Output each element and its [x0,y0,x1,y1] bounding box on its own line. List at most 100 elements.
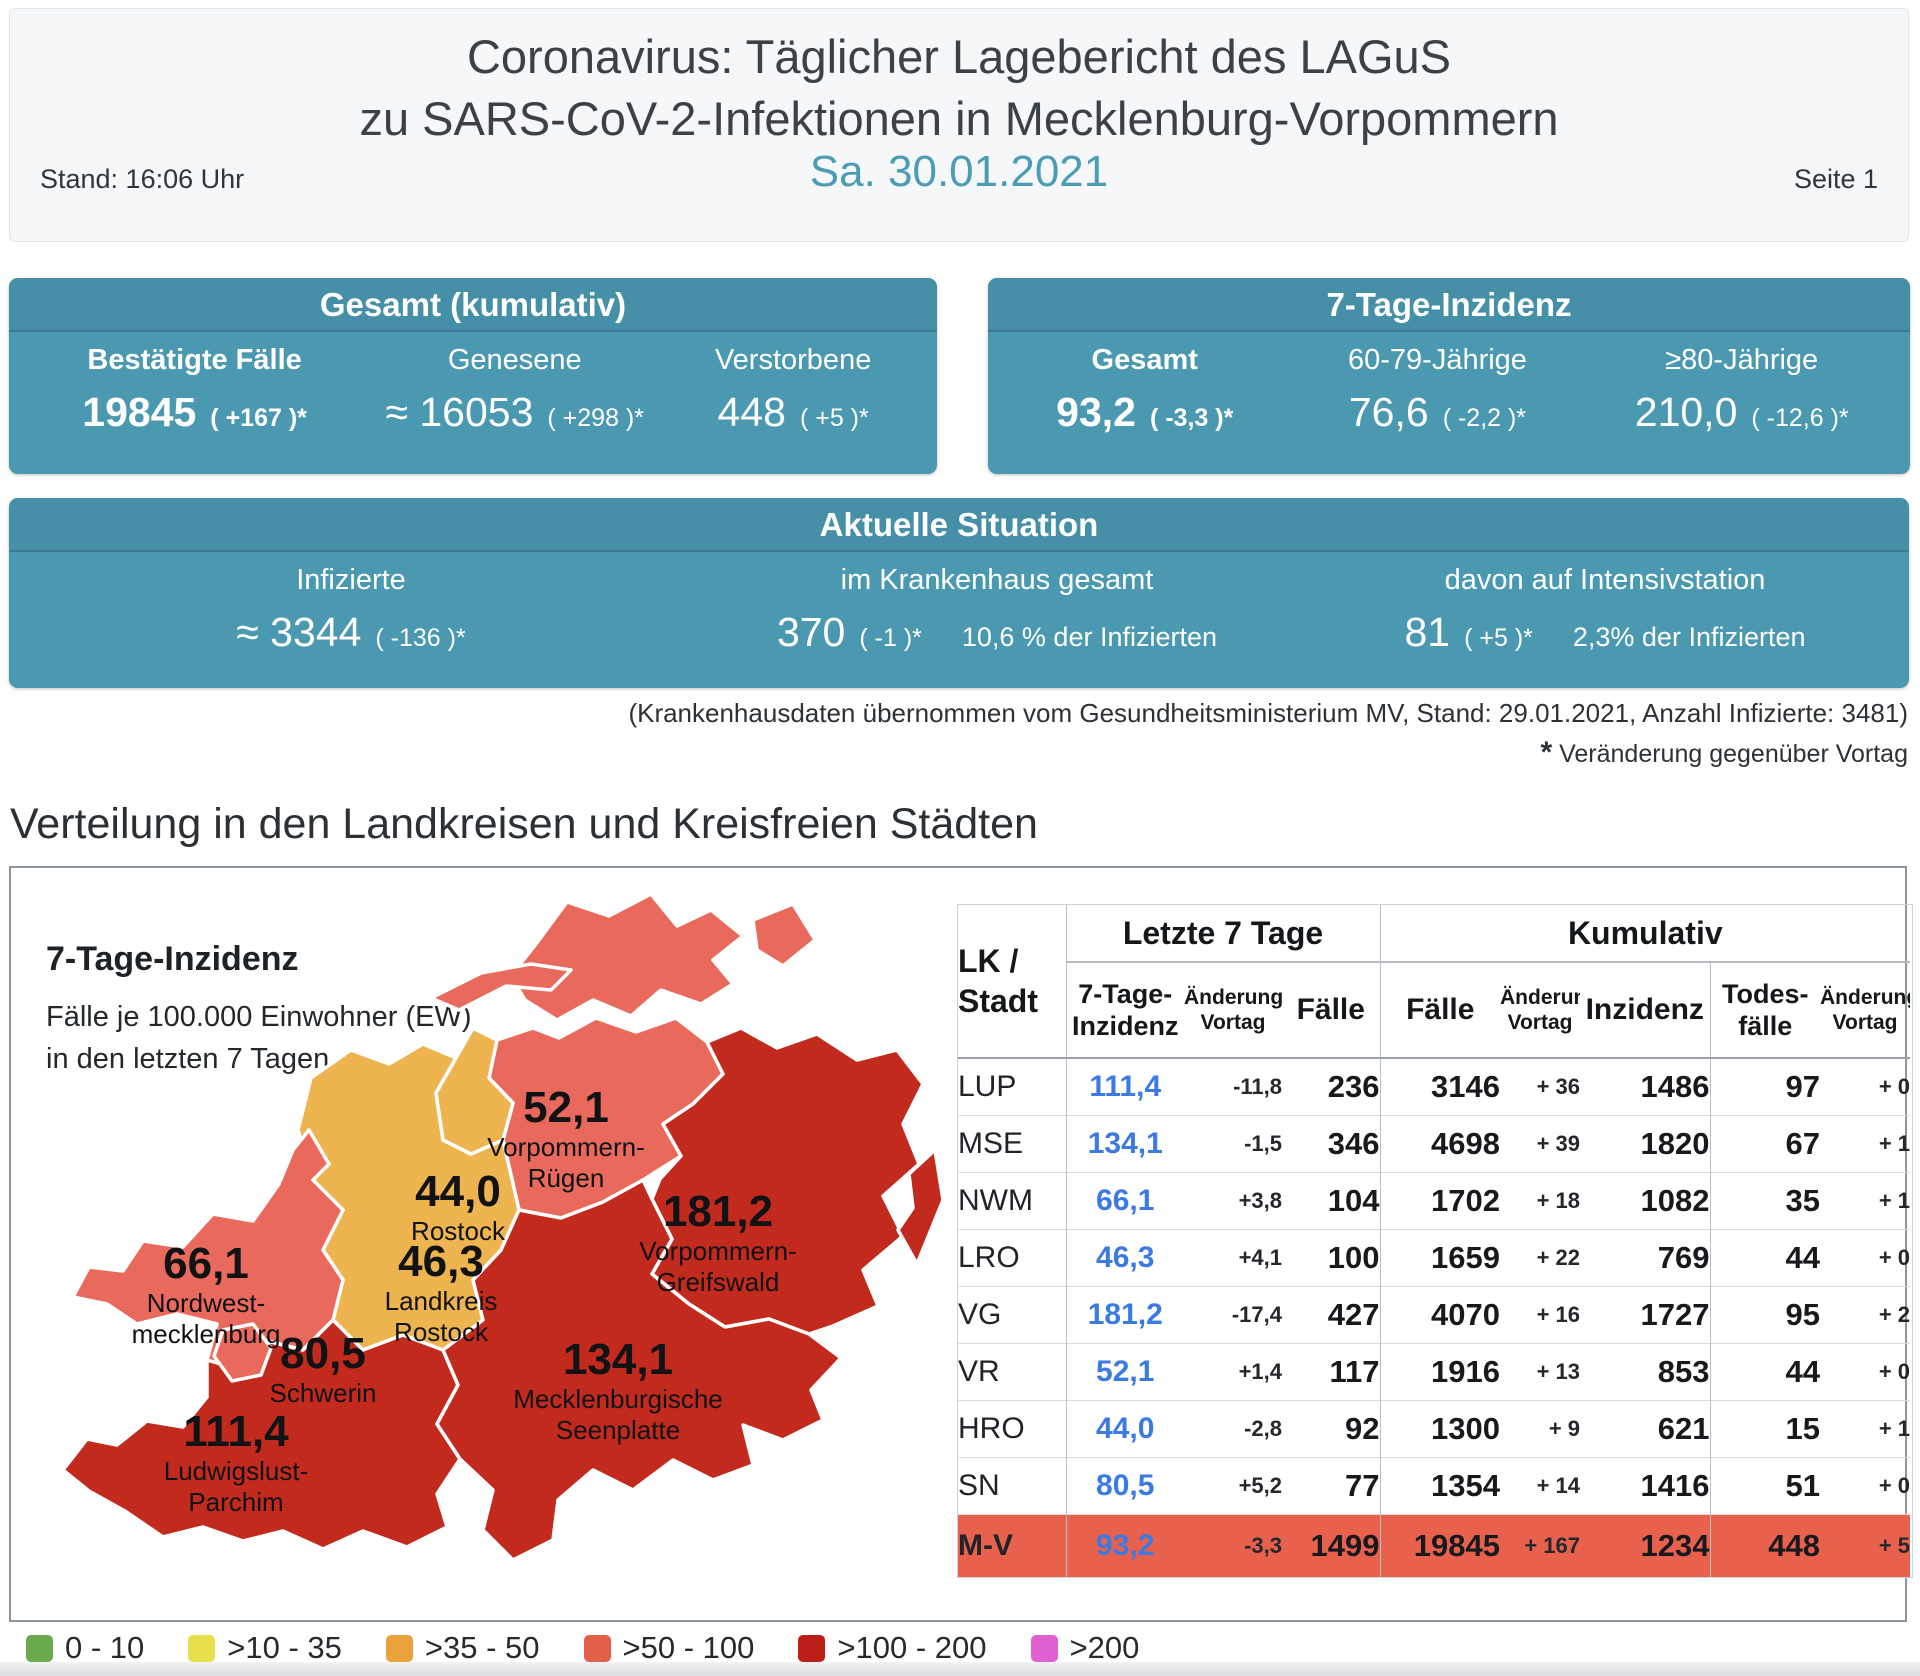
inzidenz-kum: 1234 [1640,1527,1710,1563]
report-stand-time: Stand: 16:06 Uhr [40,164,245,194]
faelle-7tage: 1499 [1310,1527,1380,1563]
map-label-ludwigslust-parchim: 111,4 Ludwigslust- Parchim [164,1410,309,1518]
map-region-name: Mecklenburgische Seenplatte [513,1384,723,1446]
stat-label: Gesamt [1091,344,1198,376]
col-faelle-kum: Fälle [1379,962,1501,1058]
col-aenderung-vortag-kum: Änderung Vortag [1500,985,1580,1034]
legend-label: >35 - 50 [424,1630,540,1665]
todesfaelle: 44 [1709,1229,1821,1286]
inzidenz-kum: 1820 [1640,1125,1710,1161]
aenderung-7tage: -2,8 [1244,1415,1282,1441]
aenderung-tod: + 5 [1878,1532,1911,1558]
stat-value: ≈ 16053 [385,389,534,435]
legend-swatch-darkred [798,1634,826,1662]
stat-change: ( -3,3 )* [1149,404,1234,432]
map-label-vorpommern-ruegen: 52,1 Vorpommern- Rügen [487,1086,645,1194]
aenderung-tod: + 1 [1878,1130,1911,1156]
legend-item-10-35: >10 - 35 [188,1630,342,1666]
asterisk-text: Veränderung gegenüber Vortag [1552,740,1908,768]
col-lk-stadt: LK / Stadt [958,943,1038,1019]
legend-label: >200 [1069,1630,1140,1665]
map-value: 80,5 [280,1329,366,1378]
page-number: Seite 1 [1793,164,1878,194]
inzidenz-kum: 1727 [1640,1296,1710,1332]
legend-label: 0 - 10 [65,1630,145,1665]
legend-swatch-orange [385,1634,413,1662]
faelle-kum: 1300 [1379,1400,1501,1457]
inzidenz-kum: 1082 [1640,1182,1710,1218]
stat-value: 448 [717,389,786,435]
legend-swatch-green [26,1634,53,1662]
report-header: Coronavirus: Täglicher Lagebericht des L… [9,8,1909,242]
stat-change: ( -1 )* [859,624,922,652]
faelle-7tage: 346 [1327,1125,1380,1161]
report-title-line1: Coronavirus: Täglicher Lagebericht des L… [466,30,1452,83]
table-column-header-row: 7-Tage- Inzidenz Änderung Vortag Fälle F… [958,962,1911,1058]
district-code: HRO [958,1411,1025,1445]
legend-item-0-10: 0 - 10 [26,1630,144,1666]
inzidenz-7tage: 134,1 [1065,1115,1184,1172]
aenderung-kum: + 39 [1536,1130,1581,1156]
map-value: 111,4 [183,1407,289,1456]
faelle-kum: 3146 [1379,1058,1501,1115]
stat-value: ≈ 3344 [236,609,362,655]
stat-label: Verstorbene [714,344,872,376]
faelle-kum: 4698 [1379,1115,1501,1172]
region-ruegen-island-small [751,902,817,968]
faelle-kum: 1659 [1379,1229,1501,1286]
stat-change: ( +298 )* [547,404,644,432]
aenderung-kum: + 13 [1536,1358,1581,1384]
stat-label: Infizierte [296,564,406,596]
aenderung-tod: + 0 [1878,1358,1911,1384]
faelle-7tage: 117 [1329,1353,1380,1389]
todesfaelle: 35 [1709,1172,1821,1229]
map-subtitle: Fälle je 100.000 Einwohner (EW) in den l… [46,1001,472,1076]
inzidenz-7tage: 80,5 [1065,1457,1184,1514]
footnote-hospital: (Krankenhausdaten übernommen vom Gesundh… [628,698,1908,728]
stat-inzidenz-80plus: ≥80-Jährige 210,0 ( -12,6 )* [1573,332,1910,436]
bottom-gradient-band [0,1662,1920,1676]
inzidenz-kum: 853 [1657,1353,1710,1389]
aenderung-tod: + 2 [1878,1301,1911,1327]
faelle-kum: 1916 [1379,1343,1501,1400]
district-code: VR [958,1354,1000,1388]
map-value: 46,3 [398,1237,484,1286]
footnote-asterisk: * Veränderung gegenüber Vortag [1540,736,1908,770]
table-row-lup: LUP 111,4 -11,8 236 3146 + 36 1486 97 + … [958,1058,1910,1115]
stat-inzidenz-gesamt: Gesamt 93,2 ( -3,3 )* [988,332,1301,436]
legend-swatch-salmon [583,1634,611,1662]
panel-gesamt-kumulativ: Gesamt (kumulativ) Bestätigte Fälle 1984… [9,278,937,474]
map-value: 66,1 [163,1239,249,1288]
inzidenz-7tage: 66,1 [1065,1172,1184,1229]
table-row-lro: LRO 46,3 +4,1 100 1659 + 22 769 44 + 0 [958,1229,1911,1286]
todesfaelle: 448 [1709,1514,1821,1577]
district-code: M-V [958,1528,1013,1562]
aenderung-tod: + 1 [1878,1415,1911,1441]
aenderung-kum: + 36 [1536,1073,1581,1099]
legend-item-35-50: >35 - 50 [385,1630,540,1666]
stat-change: ( -2,2 )* [1442,404,1527,432]
report-date: Sa. 30.01.2021 [809,147,1109,196]
panel-gesamt-title: Gesamt (kumulativ) [9,278,937,332]
faelle-kum: 4070 [1379,1286,1501,1343]
legend-swatch-yellow [188,1634,216,1662]
stat-extra: 10,6 % der Infizierten [961,622,1218,652]
group-kumulativ: Kumulativ [1379,905,1911,963]
table-row-mse: MSE 134,1 -1,5 346 4698 + 39 1820 67 + 1 [958,1115,1911,1172]
col-faelle-7: Fälle [1296,993,1365,1026]
aenderung-7tage: -11,8 [1233,1073,1282,1099]
stat-verstorbene: Verstorbene 448 ( +5 )* [649,332,937,436]
stat-value: 370 [776,609,846,655]
faelle-kum: 1702 [1379,1172,1501,1229]
inzidenz-7tage: 111,4 [1065,1058,1184,1115]
col-7-tage-inzidenz: 7-Tage- Inzidenz [1065,962,1184,1058]
map-region-name: Vorpommern- Rügen [487,1132,645,1194]
inzidenz-kum: 1416 [1640,1467,1710,1503]
todesfaelle: 97 [1709,1058,1821,1115]
map-region-name: Nordwest- mecklenburg [131,1288,281,1350]
table-group-header-row: LK / Stadt Letzte 7 Tage Kumulativ [958,905,1911,1019]
legend-item-200plus: >200 [1030,1630,1140,1666]
map-value: 181,2 [662,1187,774,1236]
map-label-vorpommern-greifswald: 181,2 Vorpommern- Greifswald [639,1190,797,1298]
stat-change: ( +5 )* [799,404,869,432]
